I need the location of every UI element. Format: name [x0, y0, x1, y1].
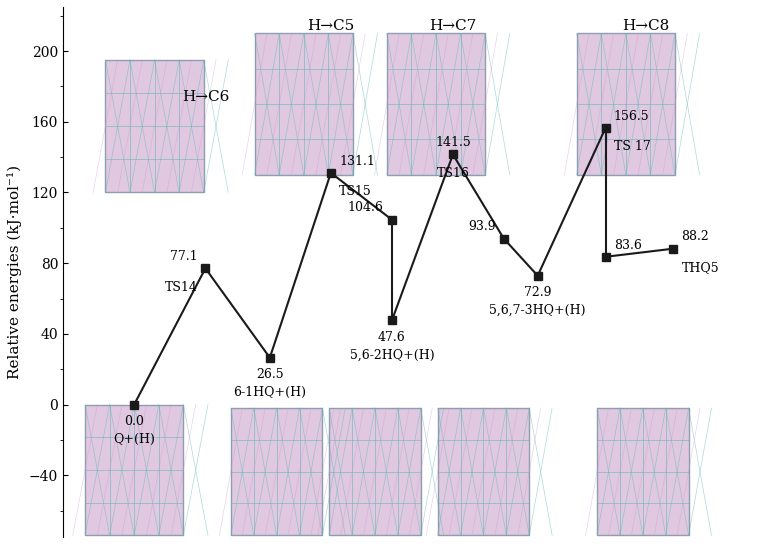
Text: H→C8: H→C8	[622, 20, 670, 33]
Text: TS16: TS16	[436, 167, 469, 180]
Bar	[329, 408, 421, 535]
Text: 93.9: 93.9	[468, 220, 496, 233]
Bar	[438, 408, 529, 535]
Y-axis label: Relative energies (kJ·mol⁻¹): Relative energies (kJ·mol⁻¹)	[7, 165, 22, 379]
Text: 83.6: 83.6	[614, 238, 641, 251]
Text: H→C5: H→C5	[307, 20, 354, 33]
Text: H→C6: H→C6	[181, 90, 229, 104]
Bar	[576, 33, 675, 175]
Bar	[255, 33, 353, 175]
Text: 88.2: 88.2	[681, 230, 709, 243]
Text: 141.5: 141.5	[435, 136, 471, 149]
Text: TS15: TS15	[339, 186, 371, 198]
Text: 131.1: 131.1	[339, 154, 375, 168]
Text: 5,6-2HQ+(H): 5,6-2HQ+(H)	[350, 349, 434, 362]
Text: 72.9: 72.9	[524, 286, 551, 299]
Text: 104.6: 104.6	[348, 201, 384, 214]
Bar	[231, 408, 322, 535]
Bar	[387, 33, 485, 175]
Text: Q+(H): Q+(H)	[113, 433, 155, 446]
Text: TS 17: TS 17	[614, 140, 651, 153]
Text: 26.5: 26.5	[256, 368, 284, 381]
Text: 5,6,7-3HQ+(H): 5,6,7-3HQ+(H)	[490, 304, 586, 317]
Text: 6-1HQ+(H): 6-1HQ+(H)	[233, 386, 307, 399]
Bar	[106, 60, 204, 193]
Text: 47.6: 47.6	[378, 331, 406, 344]
Text: 156.5: 156.5	[614, 110, 649, 123]
Bar	[85, 405, 183, 535]
Bar	[597, 408, 689, 535]
Text: TS14: TS14	[164, 281, 197, 294]
Text: 0.0: 0.0	[124, 415, 144, 428]
Text: H→C7: H→C7	[429, 20, 476, 33]
Text: 77.1: 77.1	[170, 250, 197, 263]
Text: THQ5: THQ5	[681, 261, 719, 274]
